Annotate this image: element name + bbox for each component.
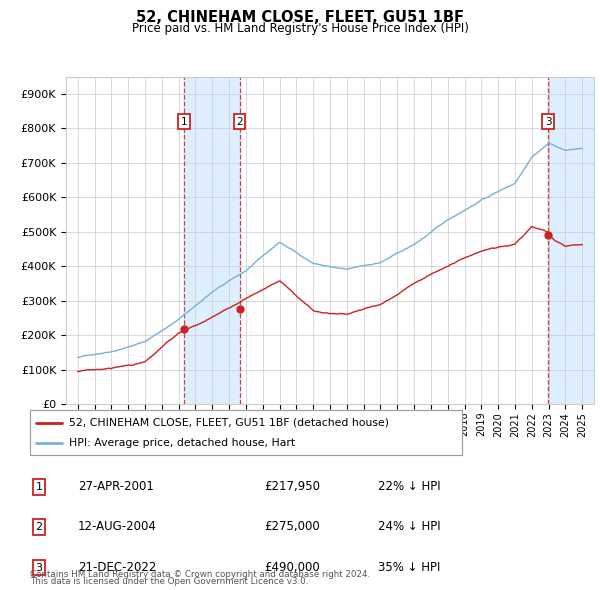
Text: 1: 1 [35,482,43,491]
Text: 2: 2 [236,116,243,126]
Text: £217,950: £217,950 [264,480,320,493]
Text: 24% ↓ HPI: 24% ↓ HPI [378,520,440,533]
Text: HPI: Average price, detached house, Hart: HPI: Average price, detached house, Hart [69,438,295,448]
Text: Contains HM Land Registry data © Crown copyright and database right 2024.: Contains HM Land Registry data © Crown c… [30,571,370,579]
Bar [548,77,594,404]
Text: 21-DEC-2022: 21-DEC-2022 [78,561,157,574]
Text: £490,000: £490,000 [264,561,320,574]
Text: 2: 2 [35,522,43,532]
Text: 52, CHINEHAM CLOSE, FLEET, GU51 1BF: 52, CHINEHAM CLOSE, FLEET, GU51 1BF [136,10,464,25]
Text: 3: 3 [35,563,43,572]
Text: £275,000: £275,000 [264,520,320,533]
Text: 35% ↓ HPI: 35% ↓ HPI [378,561,440,574]
Text: 1: 1 [181,116,187,126]
Text: 12-AUG-2004: 12-AUG-2004 [78,520,157,533]
Text: Price paid vs. HM Land Registry's House Price Index (HPI): Price paid vs. HM Land Registry's House … [131,22,469,35]
Bar [184,77,239,404]
Text: 22% ↓ HPI: 22% ↓ HPI [378,480,440,493]
Text: This data is licensed under the Open Government Licence v3.0.: This data is licensed under the Open Gov… [30,578,308,586]
Text: 27-APR-2001: 27-APR-2001 [78,480,154,493]
Text: 3: 3 [545,116,551,126]
Text: 52, CHINEHAM CLOSE, FLEET, GU51 1BF (detached house): 52, CHINEHAM CLOSE, FLEET, GU51 1BF (det… [69,418,389,428]
